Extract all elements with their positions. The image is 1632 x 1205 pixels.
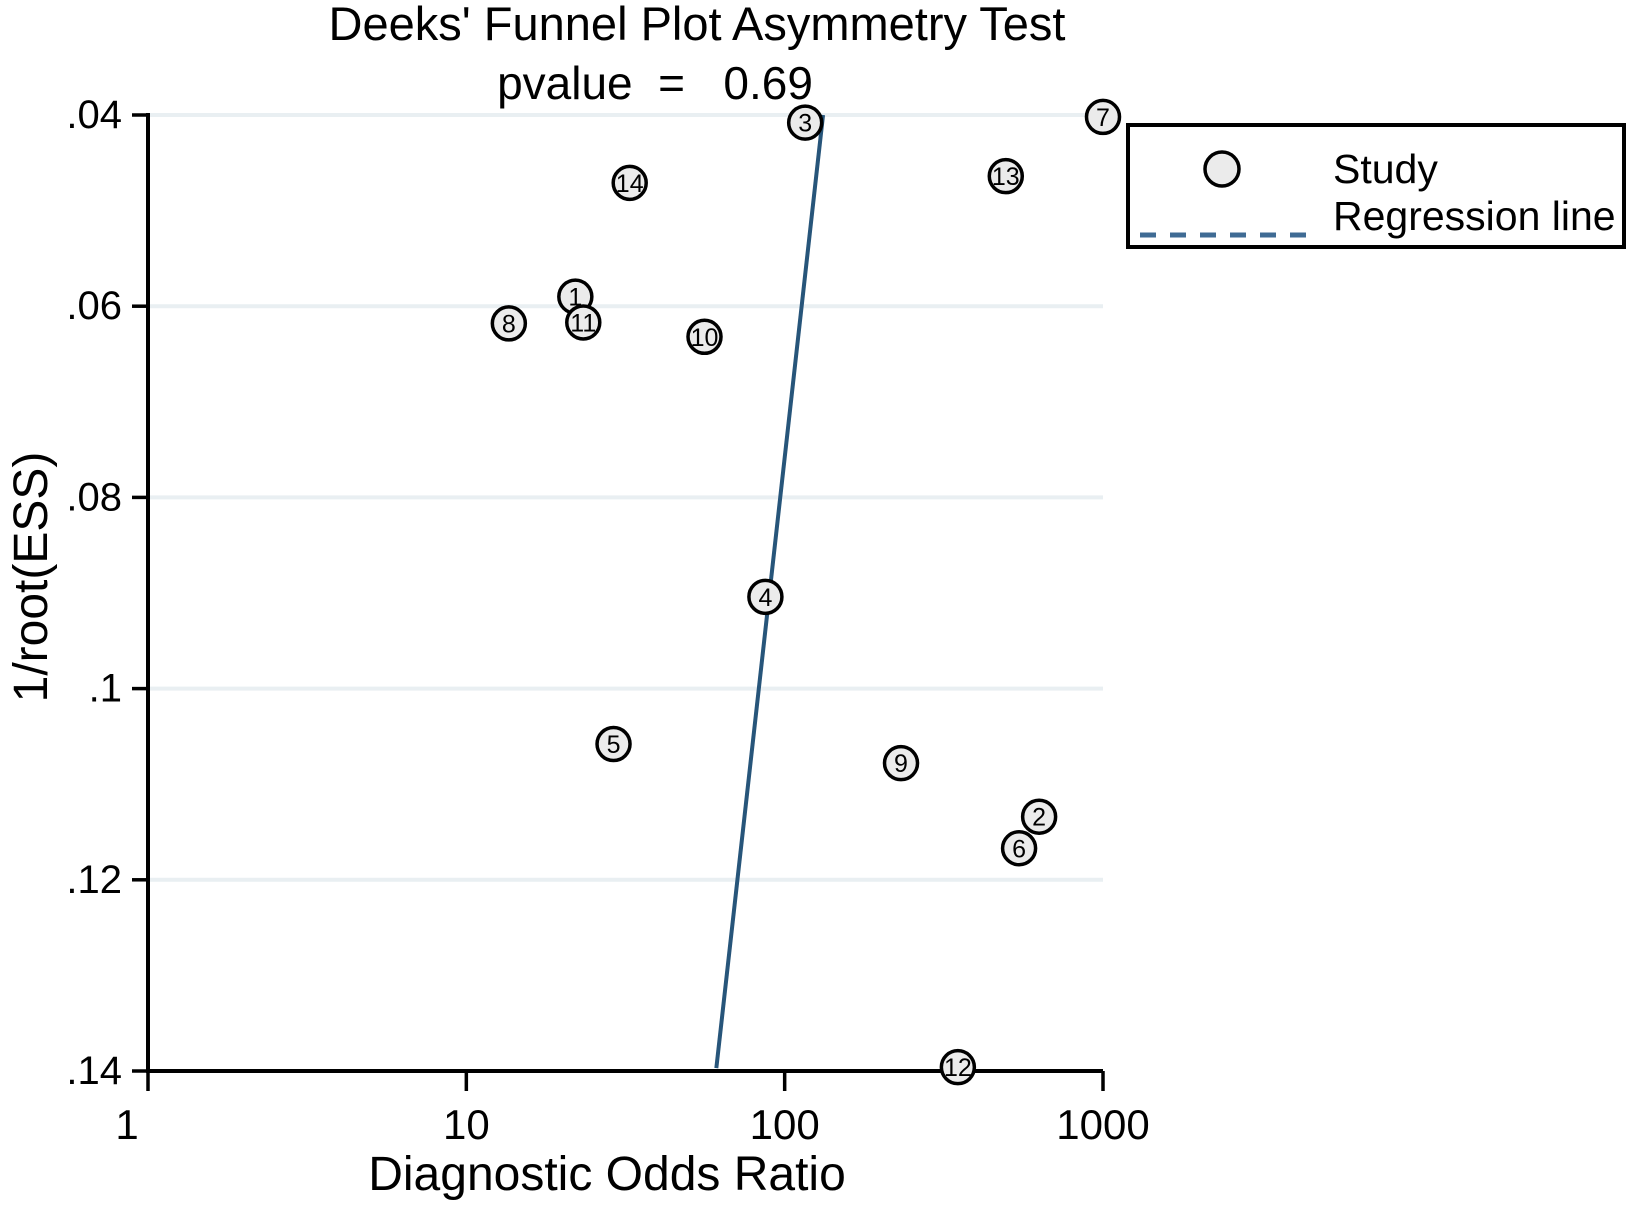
study-number-label: 6 (1012, 835, 1026, 863)
study-marker-icon (1203, 150, 1241, 188)
legend: Study Regression line (1126, 123, 1626, 249)
study-number-label: 14 (616, 170, 644, 198)
study-point: 9 (882, 744, 920, 782)
y-tick-label: .06 (66, 284, 122, 328)
y-tick-label: .14 (66, 1049, 122, 1093)
x-axis-title: Diagnostic Odds Ratio (368, 1148, 846, 1201)
study-marker (565, 304, 602, 341)
study-number-label: 9 (894, 750, 908, 778)
study-marker (1084, 98, 1122, 136)
study-number-label: 8 (502, 310, 516, 338)
study-point: 5 (595, 725, 632, 763)
study-number-label: 2 (1032, 804, 1046, 832)
axes: .04 .06 .08 .1 .12 .14 1 10 100 1000 (66, 93, 1149, 1148)
legend-box (1126, 123, 1626, 249)
y-tick-label: .08 (66, 475, 122, 519)
study-marker (786, 104, 824, 141)
y-tick-label: .1 (89, 667, 122, 711)
study-point: 6 (1000, 830, 1038, 867)
study-marker (882, 744, 920, 782)
x-tick-label: 10 (443, 1101, 490, 1148)
study-point: 12 (939, 1048, 977, 1086)
study-marker (747, 578, 784, 616)
study-point: 2 (1020, 798, 1058, 835)
study-marker (987, 157, 1025, 195)
legend-regression-label: Regression line (1333, 193, 1616, 239)
study-marker (686, 318, 723, 356)
study-marker (1020, 798, 1058, 835)
gridlines (148, 113, 1103, 882)
y-tick-label: .12 (66, 858, 122, 902)
study-number-label: 1 (568, 284, 582, 312)
study-number-label: 4 (758, 584, 772, 612)
chart-title: Deeks' Funnel Plot Asymmetry Test (329, 0, 1066, 50)
x-tick-label: 100 (750, 1101, 820, 1148)
study-point: 10 (686, 318, 723, 356)
study-number-label: 7 (1096, 104, 1110, 132)
study-point: 8 (490, 305, 528, 342)
study-point: 13 (987, 157, 1025, 195)
study-number-label: 10 (691, 324, 719, 352)
legend-study-label: Study (1333, 146, 1438, 192)
study-marker (490, 305, 528, 342)
study-number-label: 11 (570, 309, 596, 337)
study-number-label: 12 (944, 1054, 972, 1082)
study-marker (611, 164, 648, 202)
study-number-label: 3 (798, 110, 812, 138)
study-number-label: 13 (992, 163, 1020, 191)
study-point: 4 (747, 578, 784, 616)
y-tick-label: .04 (66, 93, 122, 137)
study-marker (1000, 830, 1038, 867)
study-point: 7 (1084, 98, 1122, 136)
x-tick-label: 1 (115, 1101, 138, 1148)
study-number-label: 5 (607, 731, 621, 759)
study-marker (939, 1048, 977, 1086)
study-point: 3 (786, 104, 824, 141)
y-axis-title: 1/root(ESS) (5, 452, 58, 703)
x-tick-label: 1000 (1056, 1101, 1149, 1148)
study-point: 14 (611, 164, 648, 202)
chart-subtitle: pvalue = 0.69 (497, 57, 813, 109)
study-marker (595, 725, 632, 763)
study-point: 11 (565, 304, 602, 341)
